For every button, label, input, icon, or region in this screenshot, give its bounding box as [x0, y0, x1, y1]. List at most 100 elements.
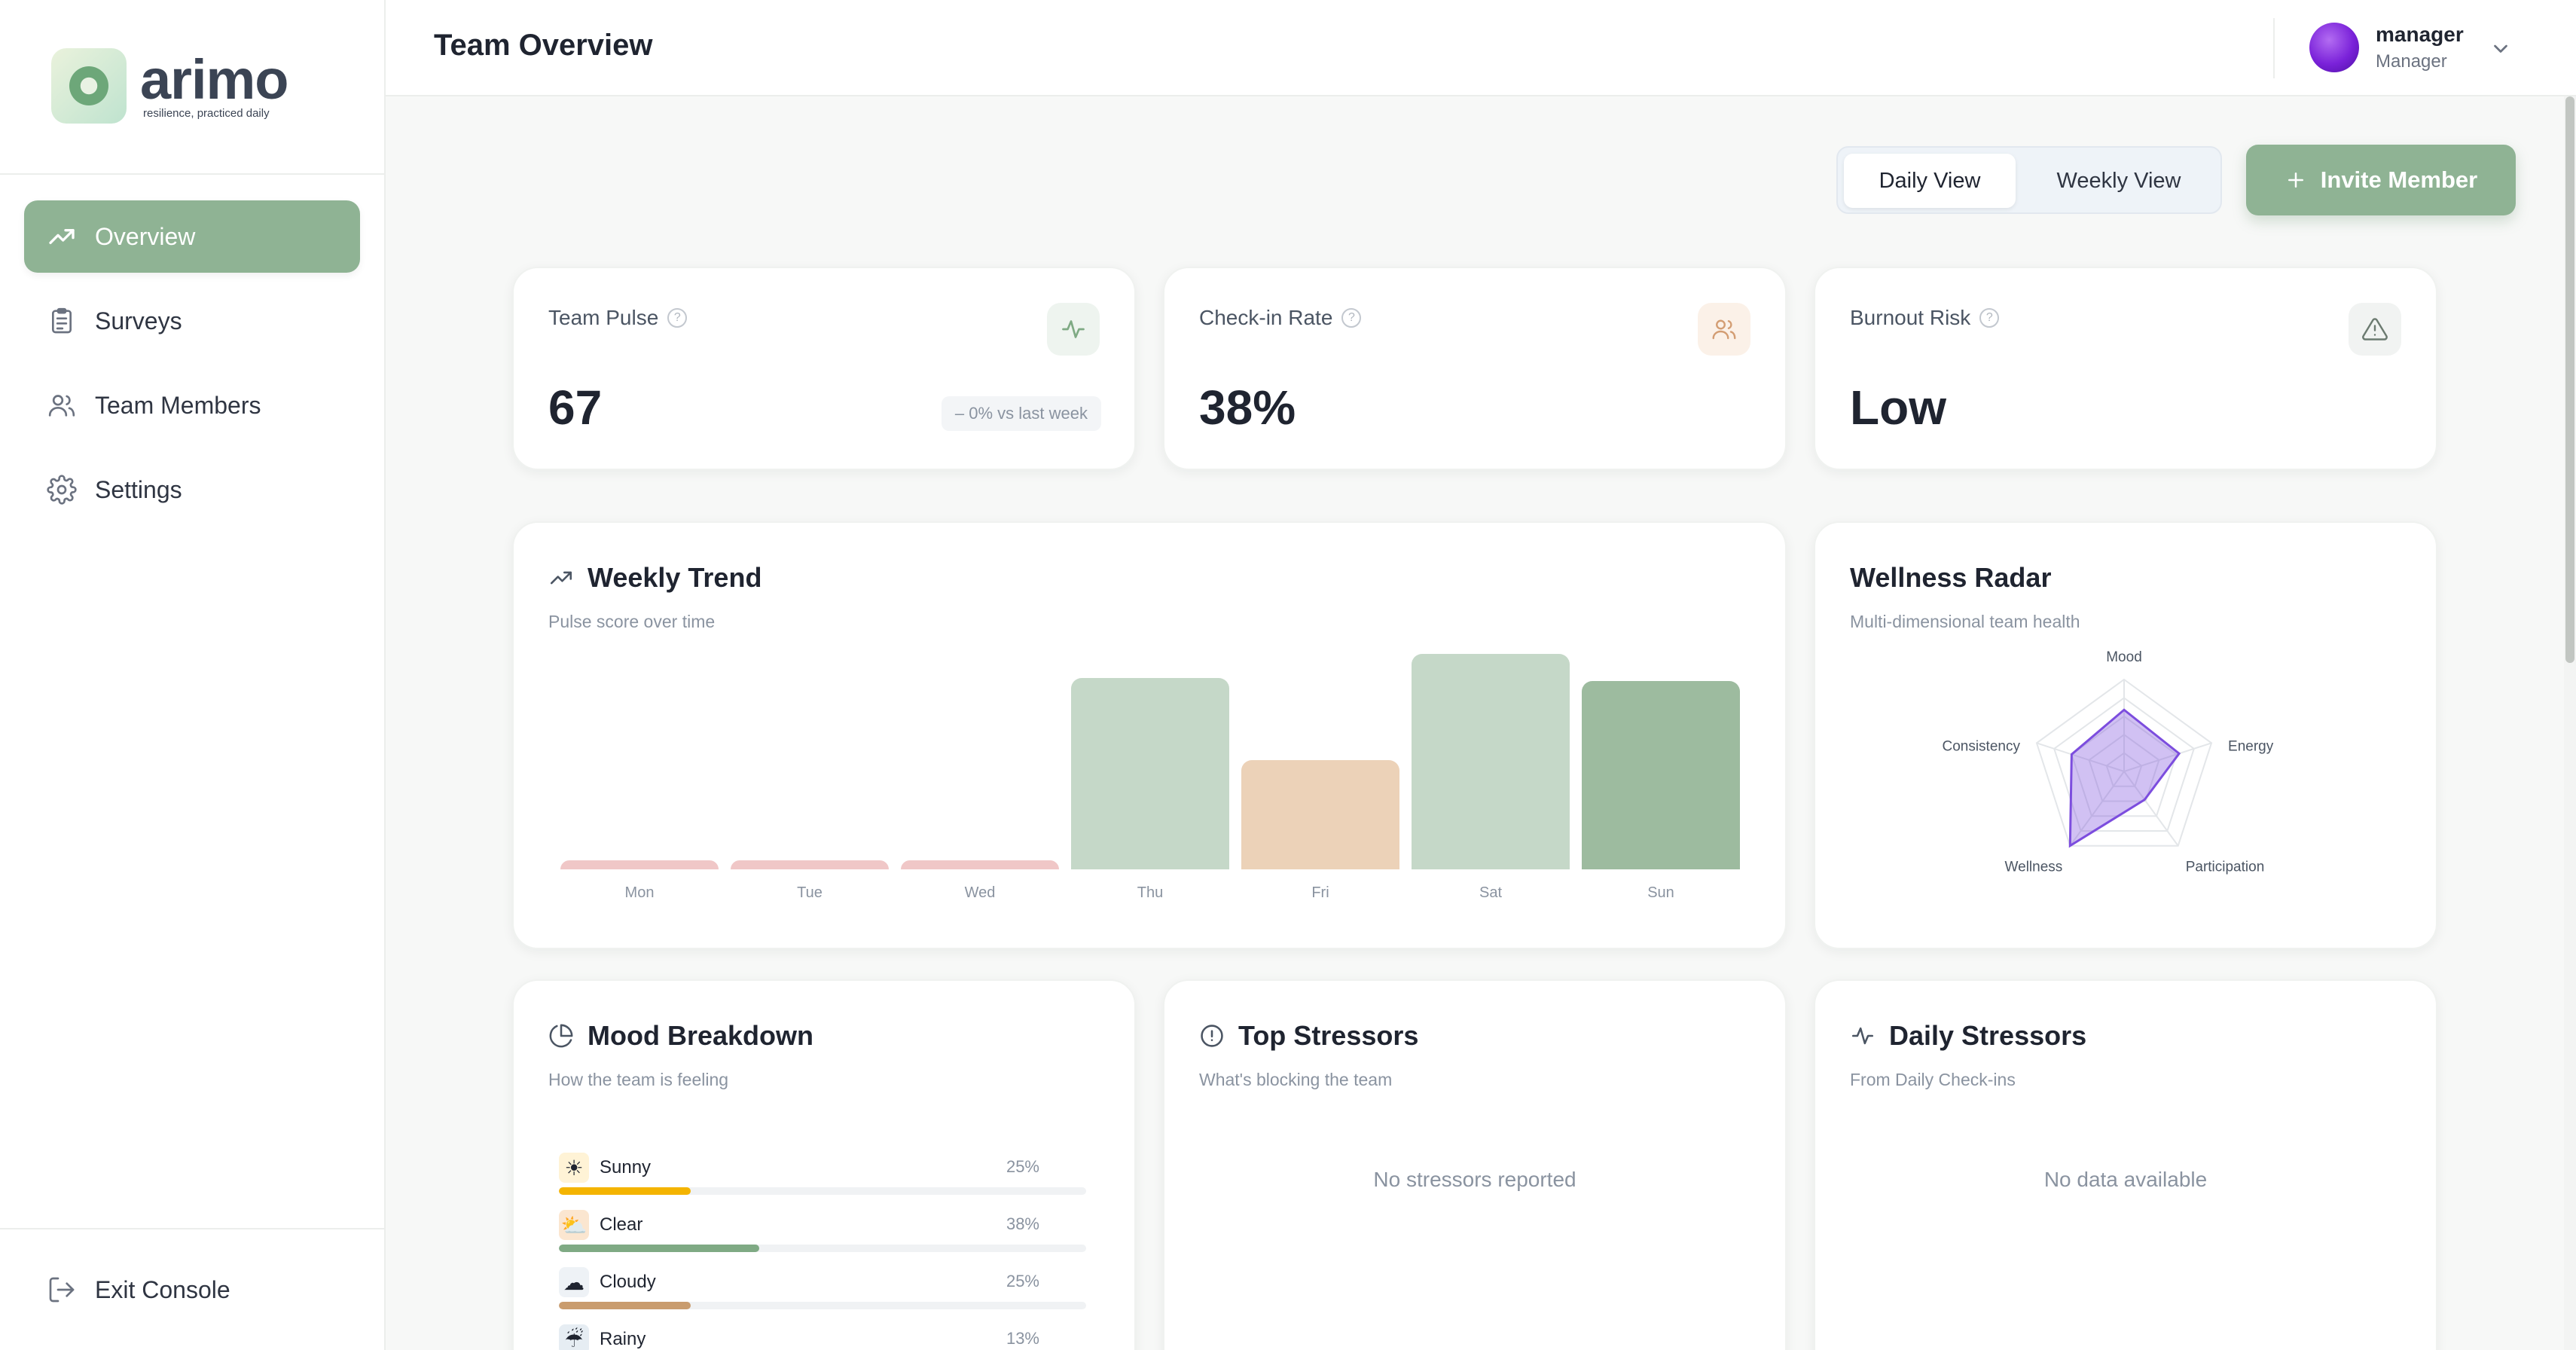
mood-percent: 25% [1006, 1157, 1039, 1176]
trend-tick-label: Sun [1647, 884, 1674, 901]
sidebar-item-team-members[interactable]: Team Members [24, 369, 360, 441]
mood-bar-track [559, 1187, 1086, 1195]
scrollbar-thumb[interactable] [2565, 96, 2574, 663]
radar-axis-label: Wellness [2005, 860, 2063, 875]
sidebar-divider [0, 1228, 384, 1229]
clear-weather-icon: ⛅ [559, 1210, 589, 1240]
alert-circle-icon [1201, 1025, 1223, 1047]
help-icon[interactable]: ? [667, 308, 688, 328]
top-bar: Team Overview manager Manager [386, 0, 2576, 96]
users-icon [48, 395, 75, 417]
sidebar-item-overview[interactable]: Overview [24, 200, 360, 273]
radar-grid-ring [2053, 697, 2195, 832]
invite-member-button[interactable]: Invite Member [2246, 145, 2516, 215]
user-name[interactable]: manager [2376, 23, 2464, 46]
trend-up-icon [550, 571, 572, 585]
radar-axis-line [2036, 742, 2125, 772]
cloudy-weather-icon: ☁ [559, 1267, 589, 1297]
radar-grid-ring [2088, 733, 2160, 802]
sidebar-item-label: Overview [95, 222, 196, 250]
radar-axis-label: Mood [2106, 649, 2142, 665]
top-stressors-title: Top Stressors [1238, 1020, 1419, 1051]
sidebar-item-label: Settings [95, 475, 182, 503]
mood-percent: 25% [1006, 1272, 1039, 1290]
page-title: Team Overview [434, 29, 653, 62]
help-icon[interactable]: ? [1979, 308, 2000, 328]
mood-label: Sunny [600, 1157, 652, 1177]
wellness-radar-chart: Mood Energy Participation Wellness Consisten… [1942, 649, 2273, 875]
burnout-label-row: Burnout Risk ? [1850, 306, 2000, 330]
trend-bar-tue[interactable] [731, 860, 889, 869]
user-role: Manager [2376, 51, 2447, 72]
help-icon[interactable]: ? [1341, 308, 1362, 328]
invite-member-label: Invite Member [2320, 166, 2478, 193]
burnout-risk-label: Burnout Risk [1850, 306, 1971, 329]
avatar[interactable] [2309, 23, 2359, 72]
chevron-down-icon[interactable] [2487, 35, 2514, 62]
activity-icon [1851, 1027, 1874, 1045]
burnout-risk-value: Low [1850, 380, 1946, 435]
mood-percent: 38% [1006, 1214, 1039, 1233]
trend-tick-label: Tue [797, 884, 823, 901]
mood-label: Rainy [600, 1329, 646, 1349]
brand-name: arimo [140, 48, 289, 111]
trend-tick-label: Wed [964, 884, 996, 901]
wellness-radar-heading: Wellness Radar [1850, 562, 2051, 594]
sidebar-item-settings[interactable]: Settings [24, 454, 360, 526]
radar-axis-label: Consistency [1942, 738, 2020, 754]
wellness-radar-title: Wellness Radar [1850, 562, 2052, 593]
mood-breakdown-card: Mood Breakdown How the team is feeling ☀… [512, 979, 1136, 1350]
team-pulse-value: 67 [548, 380, 603, 435]
trend-tick-label: Fri [1311, 884, 1329, 901]
mood-breakdown-heading: Mood Breakdown [548, 1020, 813, 1052]
sidebar: arimo resilience, practiced daily Overvi… [0, 0, 386, 1350]
sidebar-item-surveys[interactable]: Surveys [24, 285, 360, 357]
radar-axis-line [2123, 771, 2179, 847]
daily-stressors-title: Daily Stressors [1889, 1020, 2087, 1051]
trend-bar-sun[interactable] [1582, 680, 1740, 869]
pie-chart-icon [549, 1024, 573, 1048]
team-pulse-delta: – 0% vs last week [941, 396, 1101, 431]
daily-stressors-subtitle: From Daily Check-ins [1850, 1070, 2016, 1089]
team-pulse-label: Team Pulse [548, 306, 659, 329]
mood-percent: 13% [1006, 1329, 1039, 1348]
team-pulse-label-row: Team Pulse ? [548, 306, 688, 330]
trend-bar-sat[interactable] [1412, 653, 1570, 869]
users-icon [1698, 303, 1750, 356]
check-in-rate-label: Check-in Rate [1199, 306, 1333, 329]
sidebar-item-label: Surveys [95, 307, 182, 334]
wellness-radar-subtitle: Multi-dimensional team health [1850, 612, 2080, 631]
trend-bar-mon[interactable] [560, 860, 719, 869]
top-stressors-card: Top Stressors What's blocking the team N… [1163, 979, 1787, 1350]
radar-axis-label: Participation [2186, 860, 2265, 875]
weekly-trend-subtitle: Pulse score over time [548, 612, 716, 631]
trend-bar-fri[interactable] [1241, 760, 1399, 869]
daily-stressors-heading: Daily Stressors [1850, 1020, 2086, 1052]
daily-view-tab[interactable]: Daily View [1844, 154, 2016, 208]
mood-bar-fill [559, 1187, 691, 1195]
radar-grid-ring [2105, 752, 2143, 787]
weekly-trend-title: Weekly Trend [588, 562, 762, 593]
wellness-radar-card: Wellness Radar Multi-dimensional team he… [1814, 521, 2437, 949]
check-in-rate-value: 38% [1199, 380, 1296, 435]
trend-bar-thu[interactable] [1071, 678, 1229, 869]
mood-bar-track [559, 1245, 1086, 1252]
trend-up-icon [49, 229, 75, 244]
daily-stressors-card: Daily Stressors From Daily Check-ins No … [1814, 979, 2437, 1350]
log-out-icon [49, 1277, 75, 1303]
mood-label: Clear [600, 1214, 643, 1235]
trend-bar-wed[interactable] [901, 860, 1059, 869]
radar-grid-ring [2035, 678, 2213, 847]
weekly-view-tab[interactable]: Weekly View [2056, 168, 2181, 193]
check-in-rate-card: Check-in Rate ? 38% [1163, 267, 1787, 470]
burnout-risk-card: Burnout Risk ? Low [1814, 267, 2437, 470]
exit-console-button[interactable]: Exit Console [24, 1254, 360, 1326]
check-in-label-row: Check-in Rate ? [1199, 306, 1362, 330]
radar-axis-line [2069, 771, 2125, 847]
radar-series-area[interactable] [2068, 708, 2181, 848]
plus-icon [2288, 173, 2303, 188]
mood-breakdown-subtitle: How the team is feeling [548, 1070, 729, 1089]
mood-label: Cloudy [600, 1272, 656, 1292]
pulse-icon [1047, 303, 1100, 356]
app-logo [51, 48, 127, 124]
